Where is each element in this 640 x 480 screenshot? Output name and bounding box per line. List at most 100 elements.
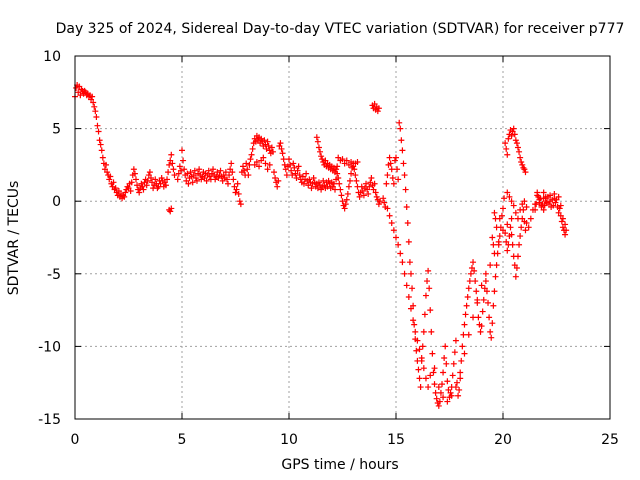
data-point [232,189,239,196]
data-point [286,156,292,163]
data-point [280,156,287,163]
data-point [447,389,454,396]
data-point [491,209,498,216]
data-point [418,357,425,364]
data-point [222,169,229,176]
data-point [518,158,525,165]
data-point [482,270,489,277]
data-point [435,384,442,391]
data-point [96,137,103,144]
data-point [272,174,279,181]
data-point [417,384,424,391]
data-point [505,135,512,142]
data-point [486,314,493,321]
data-point [507,224,514,231]
data-point [444,378,451,385]
data-point [98,147,105,154]
data-point [405,238,412,245]
data-point [504,221,511,228]
data-point [519,161,526,168]
data-point [281,161,288,168]
data-point [354,158,361,165]
data-point [480,296,487,303]
data-point [473,288,480,295]
data-point [420,365,427,372]
data-point [506,193,513,200]
data-point [152,176,159,183]
data-point [248,151,255,158]
y-tick-label: 5 [52,122,61,138]
data-point [410,317,417,324]
data-point [110,179,117,186]
data-point [474,296,481,303]
data-point [332,169,339,176]
data-point [73,84,80,91]
data-point [402,186,409,193]
data-point [339,156,346,163]
data-point [518,224,525,231]
data-point [193,177,200,184]
data-point [501,195,508,202]
data-point [464,294,471,301]
data-point [388,166,395,173]
data-point [177,167,184,174]
data-point [262,160,269,167]
data-point [436,398,443,405]
data-point [191,167,198,174]
data-point [395,241,402,248]
data-point [502,140,509,147]
data-point [253,158,260,165]
data-point [171,172,178,179]
data-point [465,331,472,338]
data-point [495,241,502,248]
data-point [176,163,183,170]
data-point [457,369,464,376]
x-axis-label: GPS time / hours [281,457,398,473]
data-point [366,183,373,190]
data-point [134,182,141,189]
y-tick-label: 10 [43,49,61,65]
data-point [475,314,482,321]
data-point [532,206,539,213]
data-point [187,169,194,176]
data-point [503,145,510,152]
y-tick-label: 0 [52,194,61,210]
data-point [365,190,372,197]
data-point [356,193,363,200]
data-point [483,288,490,295]
data-point [400,160,407,167]
data-point [147,174,154,181]
data-point [139,183,146,190]
data-point [555,193,562,200]
data-point [441,355,448,362]
data-point [318,186,325,193]
data-point [294,167,301,174]
data-point [456,386,463,393]
data-point [412,328,419,335]
data-point [371,180,378,187]
data-point [210,166,217,173]
data-point [288,167,295,174]
data-point [390,227,397,234]
data-point [104,169,111,176]
data-point [440,394,447,401]
data-point [420,328,427,335]
data-point [398,137,405,144]
data-point [431,365,438,372]
data-point [488,334,495,341]
data-point [511,131,518,138]
data-point [397,125,404,132]
data-point [325,177,332,184]
data-point [336,180,343,187]
data-point [409,285,416,292]
data-point [265,143,272,150]
data-point [462,311,469,318]
data-point [215,174,222,181]
data-point [164,176,171,183]
data-point [527,215,534,222]
data-point [407,305,414,312]
data-point [493,224,500,231]
data-point [393,154,399,161]
data-point [384,172,391,179]
data-point [146,169,153,176]
